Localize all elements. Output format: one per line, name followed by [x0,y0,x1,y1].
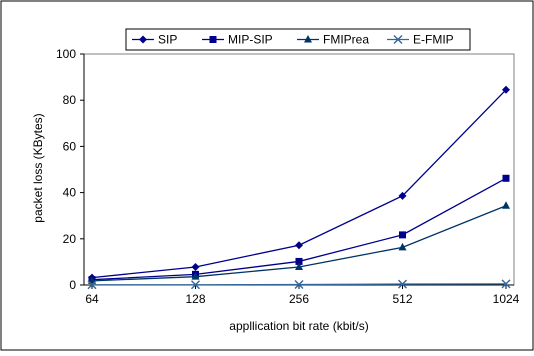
legend-item-fmiprea: FMIPrea [297,33,369,47]
data-point-fmiprea [191,272,200,280]
data-point-fmiprea [502,201,510,209]
series-layer [87,85,511,290]
data-point-e-fmip [501,279,511,289]
legend: SIP MIP-SIP FMIPrea E-FMIP [125,28,471,51]
y-tick-label: 20 [63,232,77,246]
data-point-mip-sip [399,231,406,239]
data-point-mip-sip [502,174,510,182]
y-tick-label: 100 [56,47,76,61]
data-point-e-fmip [87,280,97,290]
x-tick-label: 1024 [493,292,520,306]
x-axis-title: appllication bit rate (kbit/s) [229,319,368,333]
legend-label: MIP-SIP [228,33,273,47]
y-tick-label: 80 [63,93,77,107]
series-e-fmip [87,279,511,290]
legend-label: SIP [158,33,177,47]
data-point-fmiprea [295,262,303,270]
y-tick-label: 40 [63,186,77,200]
legend-item-e-fmip: E-FMIP [387,33,454,47]
legend-marker [304,35,312,43]
legend-marker [209,36,217,43]
legend-marker [393,35,403,44]
data-point-sip [295,241,303,250]
legend-label: E-FMIP [413,33,454,47]
x-tick-label: 64 [85,292,99,306]
x-tick-label: 128 [185,292,205,306]
x-tick-label: 512 [392,292,412,306]
legend-marker [139,35,147,44]
plot-area [83,53,515,286]
data-point-fmiprea [398,242,407,251]
y-tick-label: 0 [69,278,76,292]
data-point-e-fmip [294,280,304,290]
data-point-e-fmip [191,280,200,290]
legend-label: FMIPrea [323,33,369,47]
data-point-sip [502,85,510,94]
y-axis-title: packet loss (KBytes) [31,113,45,222]
data-point-e-fmip [398,279,407,289]
data-point-sip [191,262,200,271]
plot-frame [83,53,515,286]
y-tick-label: 60 [63,139,77,153]
legend-item-mip-sip: MIP-SIP [202,33,273,47]
data-point-sip [398,191,407,200]
data-point-mip-sip [295,257,303,265]
legend-item-sip: SIP [132,33,177,47]
x-tick-label: 256 [289,292,309,306]
